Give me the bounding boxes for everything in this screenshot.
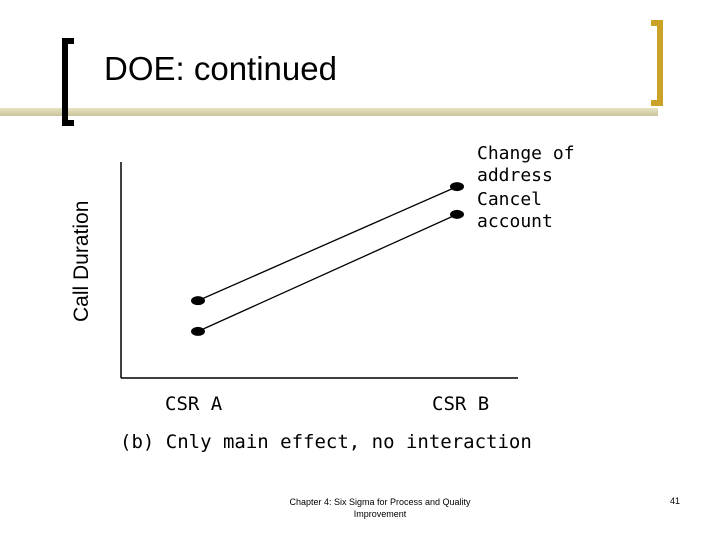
x-tick-label: CSR B [432,393,489,415]
title-underline-band [0,108,658,116]
page-number: 41 [669,496,680,506]
right-bracket-decoration [651,20,663,106]
footer-text: Chapter 4: Six Sigma for Process and Qua… [289,497,471,519]
series-label: account [477,211,553,232]
data-point [191,296,205,306]
data-point [450,209,464,219]
slide-title: DOE: continued [104,50,337,87]
data-point [191,326,205,336]
series-label: Change of [477,143,575,164]
y-axis-label: Call Duration [70,201,93,322]
chart-caption: (b) Cnly main effect, no interaction [120,431,532,453]
series-label: address [477,165,553,186]
series-label: Cancel [477,189,542,210]
series-line [197,186,458,302]
series-line [197,213,458,332]
left-bracket-decoration [62,38,74,126]
data-point [450,182,464,192]
x-tick-label: CSR A [165,393,223,415]
